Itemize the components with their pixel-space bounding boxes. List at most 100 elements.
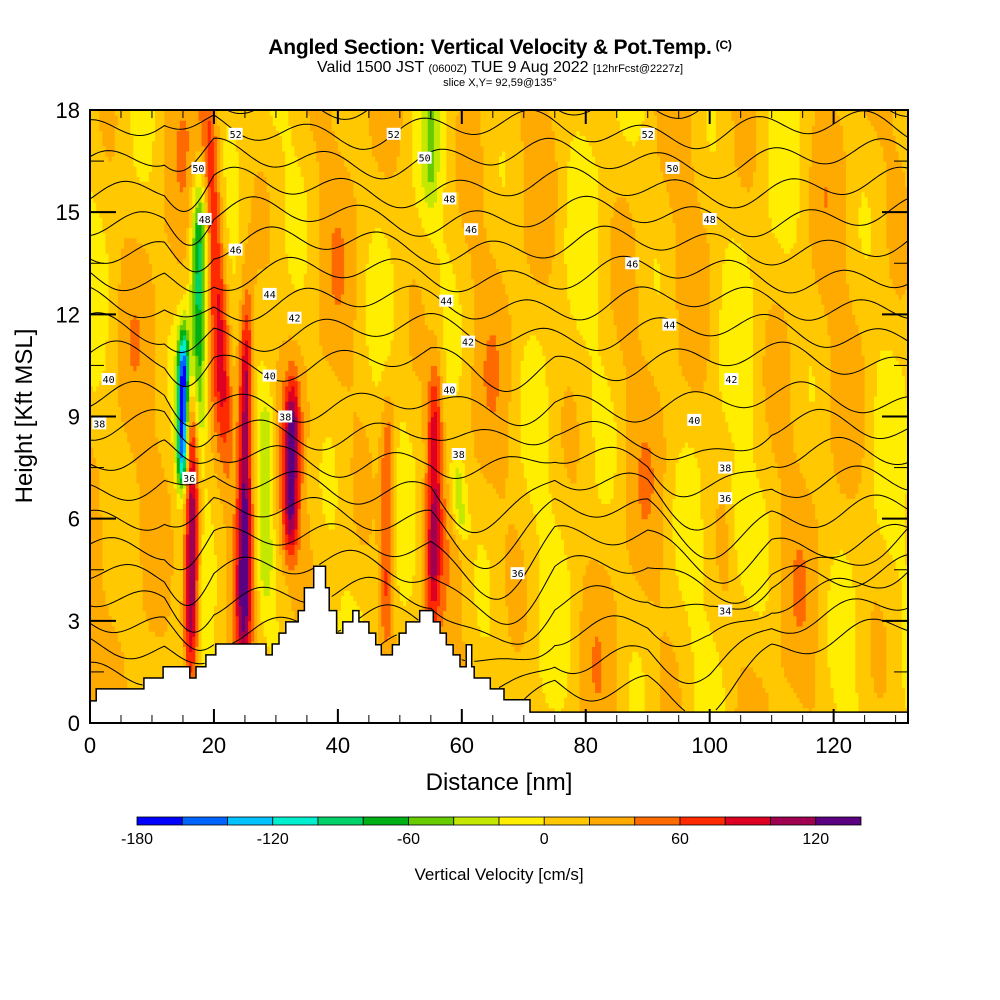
velocity-cell (759, 615, 763, 678)
velocity-cell (430, 242, 435, 331)
velocity-cell (607, 110, 612, 387)
velocity-cell (675, 574, 680, 663)
velocity-cell (601, 564, 605, 723)
velocity-cell (483, 110, 488, 229)
velocity-cell (223, 472, 227, 525)
velocity-cell (471, 110, 475, 280)
velocity-cell (195, 579, 200, 647)
velocity-cell (306, 115, 311, 402)
velocity-cell (223, 319, 227, 372)
velocity-cell (90, 447, 94, 723)
velocity-cell (443, 421, 447, 499)
velocity-cell (192, 161, 196, 188)
velocity-cell (446, 110, 451, 254)
velocity-cell (855, 692, 860, 723)
velocity-cell (223, 110, 227, 142)
velocity-cell (567, 299, 571, 387)
velocity-cell (235, 421, 240, 499)
velocity-cell (486, 406, 491, 484)
velocity-cell (182, 319, 187, 331)
velocity-cell (529, 334, 534, 504)
velocity-cell (192, 110, 196, 162)
velocity-cell (811, 503, 816, 709)
velocity-cell (827, 590, 832, 668)
velocity-cell (300, 411, 305, 484)
velocity-cell (189, 186, 193, 229)
velocity-cell (130, 319, 134, 367)
velocity-cell (604, 569, 609, 723)
contour-label-bg (182, 471, 197, 484)
velocity-cell (564, 390, 568, 469)
velocity-cell (189, 283, 193, 377)
contour-label: 40 (687, 413, 702, 427)
velocity-cell (805, 488, 810, 709)
velocity-cell (455, 508, 460, 530)
velocity-cell (390, 401, 395, 723)
velocity-cell (570, 140, 574, 315)
velocity-cell (836, 110, 841, 116)
terrain-profile (90, 565, 908, 723)
velocity-cell (830, 687, 835, 723)
velocity-cell (653, 605, 658, 723)
velocity-cell (96, 467, 100, 723)
velocity-cell (560, 406, 565, 448)
velocity-cell (657, 605, 661, 723)
velocity-cell (653, 115, 658, 259)
velocity-cell (381, 232, 385, 372)
velocity-cell (176, 339, 181, 351)
contour-label-text: 46 (230, 246, 242, 257)
velocity-cell (464, 482, 469, 540)
velocity-cell (136, 319, 141, 367)
velocity-cell (718, 110, 723, 310)
velocity-cell (790, 421, 794, 688)
velocity-cell (288, 533, 293, 545)
velocity-cell (319, 488, 323, 591)
contour-label-bg (442, 383, 457, 396)
velocity-cell (508, 110, 512, 315)
velocity-cell (641, 671, 646, 723)
velocity-cell (331, 130, 336, 234)
velocity-cell (179, 344, 184, 351)
velocity-cell (610, 498, 615, 586)
velocity-cell (449, 513, 454, 723)
velocity-cell (725, 523, 729, 591)
velocity-cell (595, 559, 599, 637)
velocity-cell (564, 227, 568, 264)
velocity-cell (353, 523, 358, 601)
contour-label-bg (510, 567, 525, 580)
velocity-cell (486, 110, 491, 244)
velocity-cell (164, 232, 169, 479)
velocity-cell (430, 110, 435, 183)
velocity-cell (365, 263, 370, 346)
velocity-cell (564, 263, 568, 392)
velocity-cell (626, 140, 630, 203)
velocity-cell (402, 110, 407, 423)
velocity-cell (842, 554, 847, 723)
velocity-cell (347, 110, 351, 172)
velocity-cell (486, 559, 491, 637)
velocity-cell (291, 554, 296, 571)
velocity-cell (93, 110, 97, 203)
velocity-cell (523, 477, 528, 571)
velocity-cell (294, 339, 299, 367)
velocity-cell (350, 457, 354, 474)
theta-contour-34 (90, 598, 908, 689)
velocity-cell (610, 217, 615, 310)
velocity-cell (622, 135, 627, 198)
velocity-cell (288, 360, 293, 377)
velocity-cell (319, 110, 323, 346)
velocity-cell (226, 125, 231, 229)
velocity-cell (582, 110, 587, 137)
velocity-cell (198, 488, 203, 566)
velocity-cell (387, 110, 392, 178)
velocity-cell (523, 631, 528, 723)
velocity-cell (356, 533, 361, 607)
velocity-cell (437, 350, 441, 377)
velocity-cell (607, 385, 612, 504)
velocity-cell (105, 339, 110, 607)
contour-label-bg (439, 294, 454, 307)
velocity-cell (192, 421, 196, 438)
velocity-cell (808, 401, 813, 494)
velocity-cell (375, 544, 379, 723)
velocity-cell (802, 477, 807, 561)
